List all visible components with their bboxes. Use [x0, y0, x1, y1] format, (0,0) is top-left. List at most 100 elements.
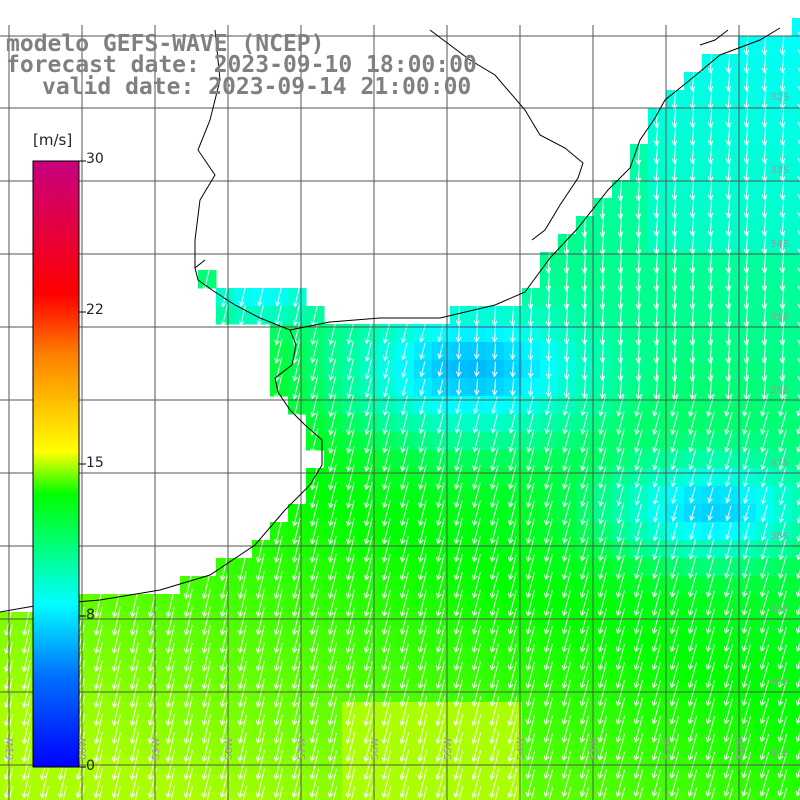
wind-arrow [760, 538, 769, 561]
wind-arrow [687, 608, 697, 635]
wind-arrow [345, 571, 355, 600]
wind-speed-cell [90, 792, 109, 800]
wind-arrow [796, 568, 800, 580]
wind-speed-cell [792, 378, 800, 397]
wind-speed-cell [792, 558, 800, 577]
wind-arrow [116, 786, 121, 800]
wind-arrow [544, 429, 553, 454]
latitude-label: 40S [770, 677, 789, 688]
wind-arrow [669, 698, 680, 725]
wind-arrow [778, 429, 787, 453]
wind-arrow [633, 662, 643, 689]
wind-arrow [742, 393, 751, 418]
wind-arrow [743, 505, 750, 522]
wind-arrow [291, 714, 301, 745]
colorbar [32, 160, 80, 768]
wind-arrow [725, 505, 732, 522]
wind-arrow [761, 143, 768, 164]
wind-arrow [526, 518, 535, 545]
wind-arrow [796, 478, 800, 489]
wind-arrow [777, 734, 788, 761]
wind-arrow [291, 607, 301, 636]
wind-arrow [273, 589, 283, 618]
wind-arrow [670, 393, 679, 418]
wind-arrow [310, 482, 319, 509]
wind-speed-cell [792, 198, 800, 217]
wind-arrow [382, 341, 390, 362]
wind-arrow [777, 769, 788, 797]
wind-arrow [688, 555, 697, 580]
wind-arrow [399, 571, 409, 600]
wind-arrow [417, 714, 428, 745]
wind-arrow [669, 680, 680, 707]
wind-arrow [363, 714, 374, 745]
wind-arrow [670, 555, 679, 580]
wind-speed-cell [792, 18, 800, 37]
wind-arrow [671, 178, 678, 201]
wind-arrow [274, 374, 283, 401]
wind-arrow [796, 514, 800, 524]
wind-arrow [346, 376, 355, 399]
wind-arrow [689, 374, 696, 401]
wind-arrow [561, 697, 572, 726]
wind-arrow [761, 53, 768, 74]
wind-speed-cell [792, 504, 800, 523]
wind-arrow [689, 487, 696, 504]
wind-arrow [706, 539, 715, 560]
wind-arrow [237, 607, 247, 636]
wind-arrow [741, 716, 752, 743]
wind-arrow [526, 395, 534, 416]
wind-arrow [454, 500, 463, 527]
wind-arrow [543, 572, 553, 599]
wind-arrow [725, 196, 732, 219]
wind-speed-cell [792, 342, 800, 361]
wind-arrow [688, 393, 697, 418]
wind-arrow [364, 411, 373, 436]
wind-arrow [525, 661, 535, 690]
wind-arrow [21, 624, 31, 655]
wind-arrow [525, 625, 535, 653]
wind-arrow [345, 625, 355, 654]
wind-arrow [237, 732, 247, 763]
wind-arrow [797, 194, 800, 201]
wind-arrow [292, 535, 301, 564]
wind-arrow [652, 504, 660, 523]
wind-arrow [710, 787, 716, 800]
wind-arrow [381, 643, 391, 672]
wind-arrow [26, 786, 31, 800]
wind-arrow [561, 590, 571, 617]
wind-arrow [129, 624, 139, 655]
wind-arrow [417, 643, 427, 672]
wind-arrow [255, 678, 265, 708]
wind-arrow [633, 644, 643, 671]
wind-arrow [21, 642, 31, 673]
wind-arrow [652, 429, 661, 454]
wind-arrow [255, 643, 265, 672]
wind-arrow [616, 466, 625, 489]
wind-arrow [201, 768, 211, 799]
wind-arrow [507, 590, 517, 617]
wind-arrow [255, 571, 265, 600]
wind-speed-cell [360, 792, 379, 800]
wind-arrow [453, 572, 463, 599]
wind-arrow [561, 626, 571, 653]
wind-arrow [165, 714, 175, 745]
wind-arrow [598, 501, 607, 525]
wind-arrow [797, 31, 800, 37]
wind-arrow [671, 374, 678, 401]
wind-speed-cell [396, 792, 415, 800]
wind-arrow [237, 660, 247, 690]
wind-arrow [346, 482, 355, 509]
wind-arrow [509, 342, 516, 361]
wind-arrow [742, 448, 751, 471]
wind-speed-cell [792, 522, 800, 541]
wind-arrow [741, 698, 752, 725]
wind-speed-cell [792, 216, 800, 235]
wind-arrow [743, 178, 750, 201]
wind-arrow [616, 447, 625, 472]
wind-arrow [616, 393, 625, 417]
wind-arrow [400, 395, 408, 416]
wind-speed-cell [126, 792, 145, 800]
wind-arrow [671, 142, 678, 165]
wind-arrow [220, 287, 228, 308]
